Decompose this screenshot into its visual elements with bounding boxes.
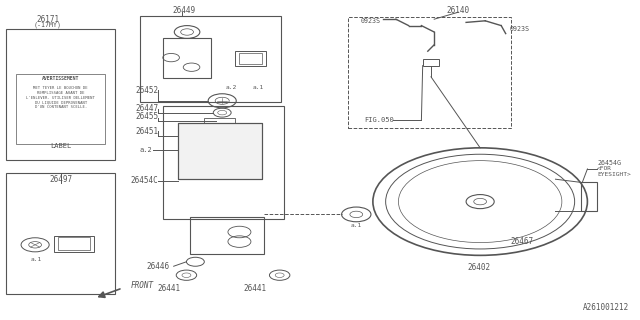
Bar: [581, 182, 597, 211]
Bar: [204, 118, 235, 123]
Text: FRONT: FRONT: [131, 281, 154, 290]
Text: 26452: 26452: [135, 86, 158, 95]
Text: 26497: 26497: [49, 175, 72, 184]
Text: 0923S: 0923S: [509, 27, 529, 32]
Bar: [6, 29, 115, 160]
Text: 26447: 26447: [135, 104, 158, 113]
Bar: [239, 53, 262, 64]
Text: 26454G: 26454G: [597, 160, 621, 166]
Text: a.2: a.2: [140, 148, 152, 153]
Text: 26451: 26451: [135, 127, 158, 136]
Text: 26455: 26455: [135, 112, 158, 121]
Text: EYESIGHT>: EYESIGHT>: [597, 172, 631, 177]
Bar: [422, 59, 438, 66]
Text: (-17MY): (-17MY): [34, 22, 62, 28]
Text: MET TEYER LE BOUCHON DE
REMPLISSAGE AVANT DE
L'ENLEVER. UTILISER DELLEMENT
DU LI: MET TEYER LE BOUCHON DE REMPLISSAGE AVAN…: [26, 86, 95, 109]
Text: FIG.050: FIG.050: [364, 117, 394, 123]
Bar: [235, 51, 266, 66]
Bar: [163, 106, 284, 219]
Text: 26402: 26402: [467, 263, 490, 272]
Bar: [163, 38, 211, 78]
Bar: [16, 74, 106, 144]
Text: a.2: a.2: [225, 85, 237, 90]
Text: AVERTISSEMENT: AVERTISSEMENT: [42, 76, 79, 81]
Text: 26171: 26171: [36, 15, 60, 24]
Bar: [190, 217, 264, 254]
Text: 26446: 26446: [147, 262, 170, 271]
Text: 26454C: 26454C: [131, 176, 158, 185]
Text: a.1: a.1: [31, 257, 42, 262]
Bar: [140, 16, 281, 102]
Text: 26441: 26441: [157, 284, 180, 293]
Bar: [348, 17, 511, 128]
Bar: [6, 173, 115, 294]
Bar: [177, 123, 262, 179]
Bar: [54, 236, 94, 252]
Bar: [58, 237, 90, 250]
Text: 0923S: 0923S: [360, 19, 381, 24]
Text: a.1: a.1: [351, 223, 362, 228]
Bar: [177, 123, 262, 179]
Text: a.1: a.1: [252, 85, 264, 90]
Text: 26140: 26140: [447, 6, 470, 15]
Text: LABEL: LABEL: [50, 143, 71, 148]
Text: 26467: 26467: [511, 237, 534, 246]
Text: A261001212: A261001212: [582, 303, 629, 312]
Text: <FOR: <FOR: [597, 166, 612, 172]
Text: 26441: 26441: [244, 284, 267, 293]
Text: 26449: 26449: [172, 6, 195, 15]
